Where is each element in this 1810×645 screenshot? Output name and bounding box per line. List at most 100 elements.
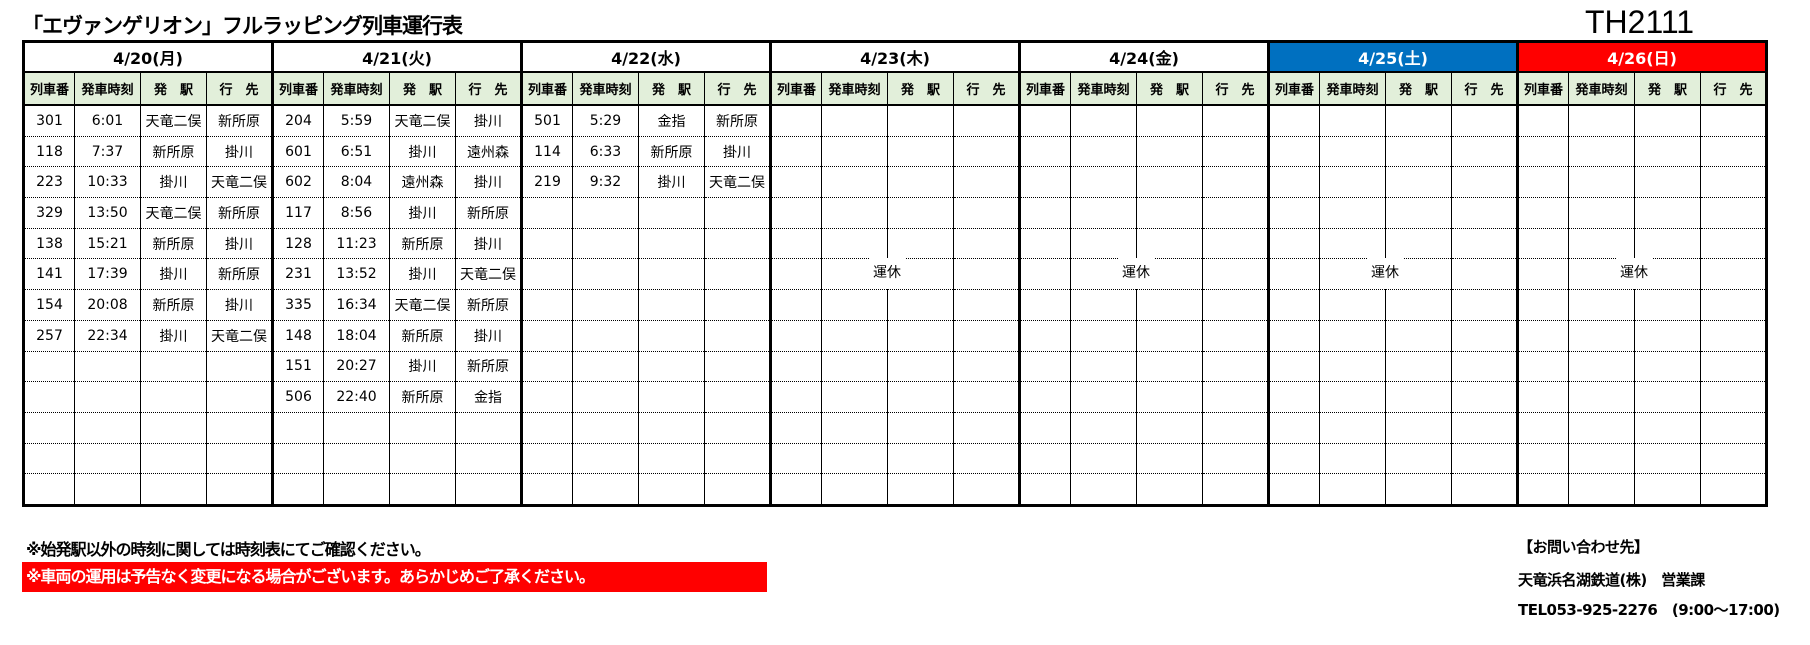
destination-cell — [1451, 412, 1518, 444]
origin-station-cell — [638, 258, 705, 291]
destination-cell — [206, 412, 273, 444]
departure-time-cell — [1568, 351, 1635, 383]
contact-company: 天竜浜名湖鉄道(株) 営業課 — [1518, 571, 1705, 589]
table-row — [22, 412, 1767, 444]
train-number-cell — [1516, 136, 1569, 168]
destination-cell — [953, 443, 1020, 475]
origin-station-cell — [389, 443, 456, 475]
departure-time-cell — [1070, 289, 1137, 321]
destination-cell — [953, 166, 1020, 199]
train-number-cell: 154 — [22, 289, 75, 321]
departure-time-cell — [1319, 289, 1386, 321]
train-number-cell — [520, 473, 573, 506]
suspended-label: 運休 — [1616, 258, 1652, 290]
train-number-cell — [1267, 166, 1320, 199]
departure-time-cell — [1070, 228, 1137, 260]
train-number-cell — [520, 320, 573, 352]
departure-time-cell — [821, 320, 888, 352]
origin-station-cell — [1634, 289, 1701, 321]
departure-time-cell: 22:40 — [323, 381, 390, 413]
origin-station-cell: 掛川 — [389, 258, 456, 291]
origin-station-cell — [638, 289, 705, 321]
destination-cell — [704, 351, 771, 383]
column-header-departure-time: 発車時刻 — [74, 72, 141, 106]
train-number-cell: 148 — [271, 320, 324, 352]
departure-time-cell — [572, 197, 639, 229]
train-number-cell — [22, 381, 75, 413]
origin-station-cell: 天竜二俣 — [140, 105, 207, 137]
destination-cell — [704, 412, 771, 444]
destination-cell — [953, 473, 1020, 506]
table-row: 138 15:21 新所原 掛川 128 11:23 新所原 掛川 — [22, 228, 1767, 260]
origin-station-cell: 掛川 — [140, 166, 207, 199]
train-number-cell: 117 — [271, 197, 324, 229]
train-number-cell — [1267, 381, 1320, 413]
train-number-cell — [1516, 105, 1569, 137]
destination-cell: 新所原 — [704, 105, 771, 137]
table-row: 151 20:27 掛川 新所原 — [22, 351, 1767, 383]
origin-station-cell — [887, 289, 954, 321]
table-row: 506 22:40 新所原 金指 — [22, 381, 1767, 413]
departure-time-cell: 15:21 — [74, 228, 141, 260]
date-header: 4/20(月) — [22, 40, 274, 73]
train-number-cell: 138 — [22, 228, 75, 260]
train-number-cell — [1516, 289, 1569, 321]
train-number-cell — [1267, 289, 1320, 321]
departure-time-cell — [821, 105, 888, 137]
column-header-origin-station: 発 駅 — [140, 72, 207, 106]
destination-cell — [704, 228, 771, 260]
departure-time-cell — [572, 228, 639, 260]
departure-time-cell — [1319, 105, 1386, 137]
column-header-origin-station: 発 駅 — [1136, 72, 1203, 106]
train-number-cell — [1267, 105, 1320, 137]
destination-cell: 遠州森 — [455, 136, 522, 168]
departure-time-cell — [572, 412, 639, 444]
destination-cell — [704, 443, 771, 475]
date-header-row: 4/20(月) 4/21(火) 4/22(水) 4/23(木) 4/24(金) 4/25(… — [22, 40, 1768, 73]
train-number-cell — [769, 166, 822, 199]
departure-time-cell — [572, 258, 639, 291]
train-number-cell — [1018, 136, 1071, 168]
origin-station-cell — [1385, 443, 1452, 475]
origin-station-cell — [389, 473, 456, 506]
train-number-cell — [1018, 105, 1071, 137]
train-number-cell — [520, 412, 573, 444]
departure-time-cell: 18:04 — [323, 320, 390, 352]
destination-cell — [1202, 258, 1269, 291]
departure-time-cell — [1568, 136, 1635, 168]
train-number-cell: 301 — [22, 105, 75, 137]
origin-station-cell — [1136, 351, 1203, 383]
train-number-cell: 602 — [271, 166, 324, 199]
origin-station-cell — [1136, 443, 1203, 475]
departure-time-cell — [821, 351, 888, 383]
train-number-cell — [769, 320, 822, 352]
destination-cell — [1700, 105, 1767, 137]
destination-cell — [1202, 289, 1269, 321]
destination-cell — [1451, 351, 1518, 383]
destination-cell — [1451, 289, 1518, 321]
train-number-cell — [1516, 228, 1569, 260]
departure-time-cell — [821, 412, 888, 444]
timetable: 4/20(月) 4/21(火) 4/22(水) 4/23(木) 4/24(金) 4/25(… — [22, 40, 1768, 507]
origin-station-cell — [1136, 228, 1203, 260]
departure-time-cell — [821, 136, 888, 168]
origin-station-cell — [140, 473, 207, 506]
train-number-cell — [1267, 136, 1320, 168]
destination-cell — [1700, 258, 1767, 291]
departure-time-cell — [1070, 320, 1137, 352]
origin-station-cell — [1385, 105, 1452, 137]
destination-cell — [1451, 105, 1518, 137]
train-number-cell — [769, 228, 822, 260]
destination-cell: 掛川 — [455, 105, 522, 137]
departure-time-cell — [821, 381, 888, 413]
departure-time-cell — [323, 412, 390, 444]
train-number-cell: 219 — [520, 166, 573, 199]
destination-cell — [1700, 320, 1767, 352]
train-number-cell — [1018, 166, 1071, 199]
train-number-cell — [1018, 351, 1071, 383]
departure-time-cell: 20:08 — [74, 289, 141, 321]
destination-cell: 天竜二俣 — [206, 320, 273, 352]
destination-cell: 新所原 — [206, 105, 273, 137]
destination-cell — [1451, 473, 1518, 506]
column-header-departure-time: 発車時刻 — [323, 72, 390, 106]
